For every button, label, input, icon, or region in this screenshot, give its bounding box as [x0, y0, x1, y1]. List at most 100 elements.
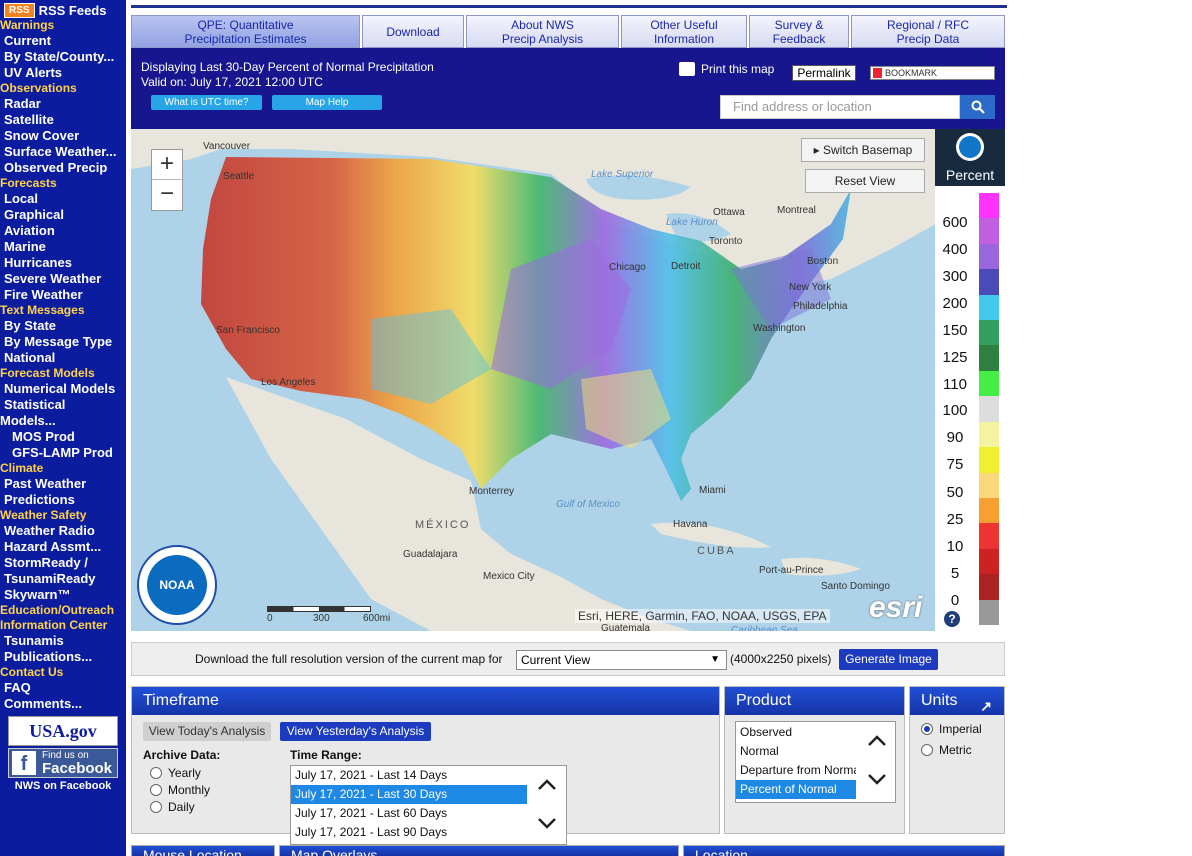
download-extent-select[interactable]: Current View ▼	[516, 650, 727, 670]
tab-survey[interactable]: Survey & Feedback	[749, 15, 849, 48]
noaa-small-logo	[956, 133, 984, 161]
archive-yearly-radio[interactable]: Yearly	[150, 766, 201, 780]
view-today-button[interactable]: View Today's Analysis	[143, 722, 271, 741]
units-panel: Units ↗ Imperial Metric	[909, 686, 1005, 834]
nav-link[interactable]: Hurricanes	[4, 255, 72, 270]
nav-link[interactable]: UV Alerts	[4, 65, 63, 80]
nav-link[interactable]: Weather Radio	[4, 523, 95, 538]
tab-download[interactable]: Download	[362, 15, 464, 48]
nav-link[interactable]: Current	[4, 33, 51, 48]
expand-icon[interactable]: ↗	[980, 698, 992, 714]
product-option[interactable]: Percent of Normal	[736, 780, 856, 799]
tab-regional[interactable]: Regional / RFC Precip Data	[851, 15, 1005, 48]
zoom-out-button[interactable]: −	[159, 180, 174, 207]
product-title: Product	[725, 687, 904, 715]
legend-label: 0	[950, 592, 960, 609]
nav-link[interactable]: MOS Prod	[12, 429, 75, 444]
reset-view-button[interactable]: Reset View	[805, 169, 925, 193]
nav-link[interactable]: By Message Type	[4, 334, 113, 349]
nav-link[interactable]: Publications...	[4, 649, 93, 664]
permalink-button[interactable]: Permalink	[792, 65, 856, 81]
legend-title: Percent	[945, 167, 995, 183]
tab-qpe[interactable]: QPE: Quantitative Precipitation Estimates	[131, 15, 360, 48]
time-range-option[interactable]: July 17, 2021 - Last 60 Days	[295, 806, 448, 820]
nws-facebook-link[interactable]: NWS on Facebook	[14, 780, 112, 792]
nav-link[interactable]: Fire Weather	[4, 287, 83, 302]
product-listbox[interactable]: Observed Normal Departure from Normal Perce…	[735, 721, 896, 803]
tab-other-info[interactable]: Other Useful Information	[621, 15, 747, 48]
zoom-in-button[interactable]: +	[152, 150, 182, 180]
nav-link[interactable]: By State	[4, 318, 57, 333]
archive-monthly-label: Monthly	[168, 783, 211, 797]
nav-link[interactable]: Predictions	[4, 492, 75, 507]
nav-link[interactable]: Marine	[4, 239, 46, 254]
nav-link[interactable]: Statistical	[4, 397, 66, 412]
nav-link[interactable]: Past Weather	[4, 476, 87, 491]
units-imperial-radio[interactable]: Imperial	[921, 722, 982, 736]
precipitation-map[interactable]: + − ▸ Switch Basemap Reset View Vancouve…	[131, 129, 936, 631]
scroll-down-button[interactable]	[528, 804, 566, 842]
download-description: Download the full resolution version of …	[195, 652, 503, 666]
product-option[interactable]: Observed	[740, 725, 793, 739]
nav-link[interactable]: Hazard Assmt...	[4, 539, 102, 554]
nav-link[interactable]: By State/County...	[4, 49, 115, 64]
nav-link[interactable]: Graphical	[4, 207, 64, 222]
time-range-option[interactable]: July 17, 2021 - Last 30 Days	[291, 785, 527, 804]
map-help-button[interactable]: Map Help	[272, 95, 382, 110]
scroll-down-button[interactable]	[858, 760, 895, 798]
nav-link[interactable]: Snow Cover	[4, 128, 80, 143]
legend-label: 25	[946, 511, 964, 528]
nav-link[interactable]: National	[4, 350, 56, 365]
search-button[interactable]	[960, 95, 995, 119]
generate-image-button[interactable]: Generate Image	[839, 649, 938, 670]
legend-help-icon[interactable]: ?	[944, 611, 960, 627]
map-place-label: Havana	[673, 519, 708, 530]
nav-link[interactable]: Local	[4, 191, 38, 206]
switch-basemap-button[interactable]: ▸ Switch Basemap	[801, 138, 925, 162]
usa-gov-logo[interactable]: USA.gov	[8, 716, 118, 746]
product-option[interactable]: Departure from Normal	[740, 763, 856, 777]
bookmark-label: BOOKMARK	[885, 68, 938, 78]
nav-link[interactable]: GFS-LAMP Prod	[12, 445, 113, 460]
valid-on-text: Valid on: July 17, 2021 12:00 UTC	[141, 75, 323, 89]
time-range-option[interactable]: July 17, 2021 - Last 90 Days	[295, 825, 448, 839]
facebook-badge[interactable]: f Find us on Facebook	[8, 748, 118, 778]
nav-link[interactable]: Skywarn™	[4, 587, 71, 602]
scroll-up-button[interactable]	[858, 722, 895, 760]
location-search-input[interactable]: Find address or location	[720, 95, 960, 119]
map-place-label: Detroit	[671, 261, 701, 272]
rss-feeds-link[interactable]: RSS RSS Feeds	[4, 2, 106, 18]
archive-monthly-radio[interactable]: Monthly	[150, 783, 210, 797]
legend-swatch	[979, 472, 999, 499]
nav-link[interactable]: FAQ	[4, 680, 31, 695]
download-extent-value: Current View	[521, 653, 591, 667]
nav-link[interactable]: Satellite	[4, 112, 54, 127]
nav-link[interactable]: Tsunamis	[4, 633, 64, 648]
archive-daily-radio[interactable]: Daily	[150, 800, 195, 814]
nav-link[interactable]: Radar	[4, 96, 41, 111]
product-option[interactable]: Normal	[740, 744, 779, 758]
nav-link[interactable]: Comments...	[4, 696, 83, 711]
nav-link[interactable]: Models...	[0, 413, 56, 428]
time-range-listbox[interactable]: July 17, 2021 - Last 14 Days July 17, 202…	[290, 765, 567, 845]
nav-link[interactable]: Numerical Models	[4, 381, 116, 396]
nav-link[interactable]: StormReady /	[4, 555, 88, 570]
nav-link[interactable]: Aviation	[4, 223, 55, 238]
time-range-option[interactable]: July 17, 2021 - Last 14 Days	[295, 768, 448, 782]
view-yesterday-button[interactable]: View Yesterday's Analysis	[280, 722, 431, 741]
nav-link[interactable]: Surface Weather...	[4, 144, 117, 159]
units-metric-radio[interactable]: Metric	[921, 743, 972, 757]
bookmark-button[interactable]: BOOKMARK	[870, 66, 995, 80]
legend-label: 10	[946, 538, 964, 555]
print-map-link[interactable]: Print this map	[679, 62, 774, 76]
scroll-up-button[interactable]	[528, 766, 566, 804]
nav-section-header: Forecast Models	[0, 366, 95, 380]
tab-about-nws[interactable]: About NWS Precip Analysis	[466, 15, 619, 48]
utc-help-button[interactable]: What is UTC time?	[151, 95, 262, 110]
nav-link[interactable]: TsunamiReady	[4, 571, 96, 586]
map-place-label: Toronto	[709, 236, 743, 247]
facebook-text: Find us on Facebook	[42, 750, 112, 777]
nav-link[interactable]: Severe Weather	[4, 271, 102, 286]
tab-regional-line2: Precip Data	[896, 31, 960, 46]
nav-link[interactable]: Observed Precip	[4, 160, 108, 175]
